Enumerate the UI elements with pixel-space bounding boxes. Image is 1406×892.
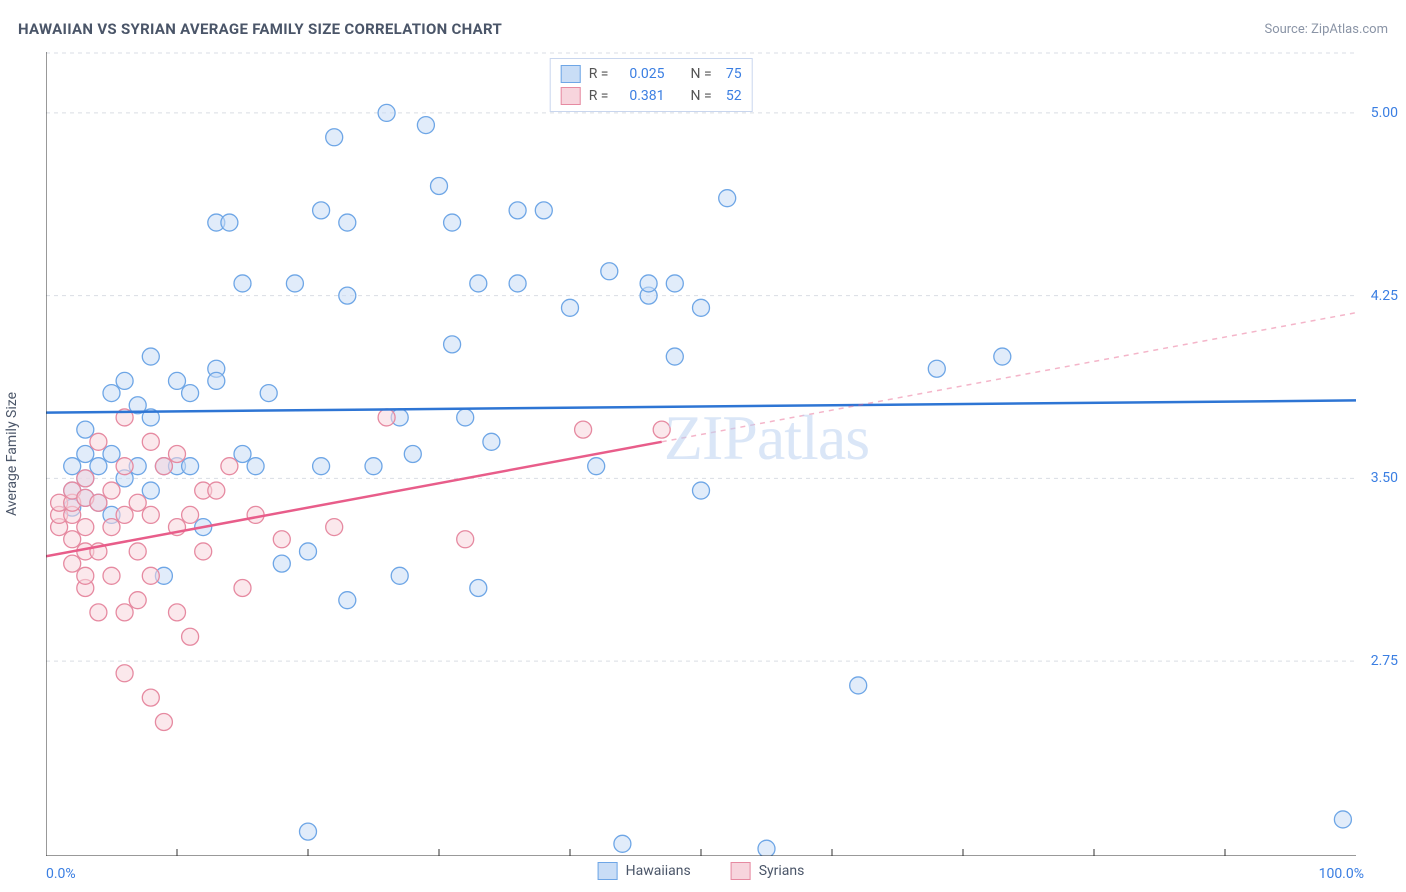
y-tick-label: 2.75 xyxy=(1371,653,1398,669)
y-tick-label: 4.25 xyxy=(1371,288,1398,304)
chart-title: HAWAIIAN VS SYRIAN AVERAGE FAMILY SIZE C… xyxy=(18,20,502,38)
plot-area: Average Family Size ZIPatlas R = 0.025 N… xyxy=(46,52,1356,856)
n-label: N = xyxy=(691,66,712,82)
chart-svg xyxy=(46,52,1356,856)
swatch-icon xyxy=(731,862,751,880)
stats-row-syrians: R = 0.381 N = 52 xyxy=(561,85,742,107)
legend-label: Hawaiians xyxy=(626,863,691,879)
bottom-legend: Hawaiians Syrians xyxy=(598,862,805,880)
n-value: 75 xyxy=(720,66,742,82)
r-label: R = xyxy=(589,66,609,82)
y-axis-label: Average Family Size xyxy=(4,392,20,516)
n-label: N = xyxy=(691,88,712,104)
swatch-icon xyxy=(598,862,618,880)
swatch-icon xyxy=(561,87,581,105)
swatch-icon xyxy=(561,65,581,83)
legend-label: Syrians xyxy=(759,863,805,879)
r-value: 0.381 xyxy=(617,88,665,104)
r-value: 0.025 xyxy=(617,66,665,82)
stats-legend-box: R = 0.025 N = 75 R = 0.381 N = 52 xyxy=(550,58,753,112)
legend-item-hawaiians: Hawaiians xyxy=(598,862,691,880)
source-label: Source: ZipAtlas.com xyxy=(1264,22,1388,37)
x-axis-max-label: 100.0% xyxy=(1319,866,1364,882)
r-label: R = xyxy=(589,88,609,104)
legend-item-syrians: Syrians xyxy=(731,862,805,880)
stats-row-hawaiians: R = 0.025 N = 75 xyxy=(561,63,742,85)
x-axis-min-label: 0.0% xyxy=(46,866,76,882)
y-tick-label: 5.00 xyxy=(1371,105,1398,121)
n-value: 52 xyxy=(720,88,742,104)
y-tick-label: 3.50 xyxy=(1371,470,1398,486)
